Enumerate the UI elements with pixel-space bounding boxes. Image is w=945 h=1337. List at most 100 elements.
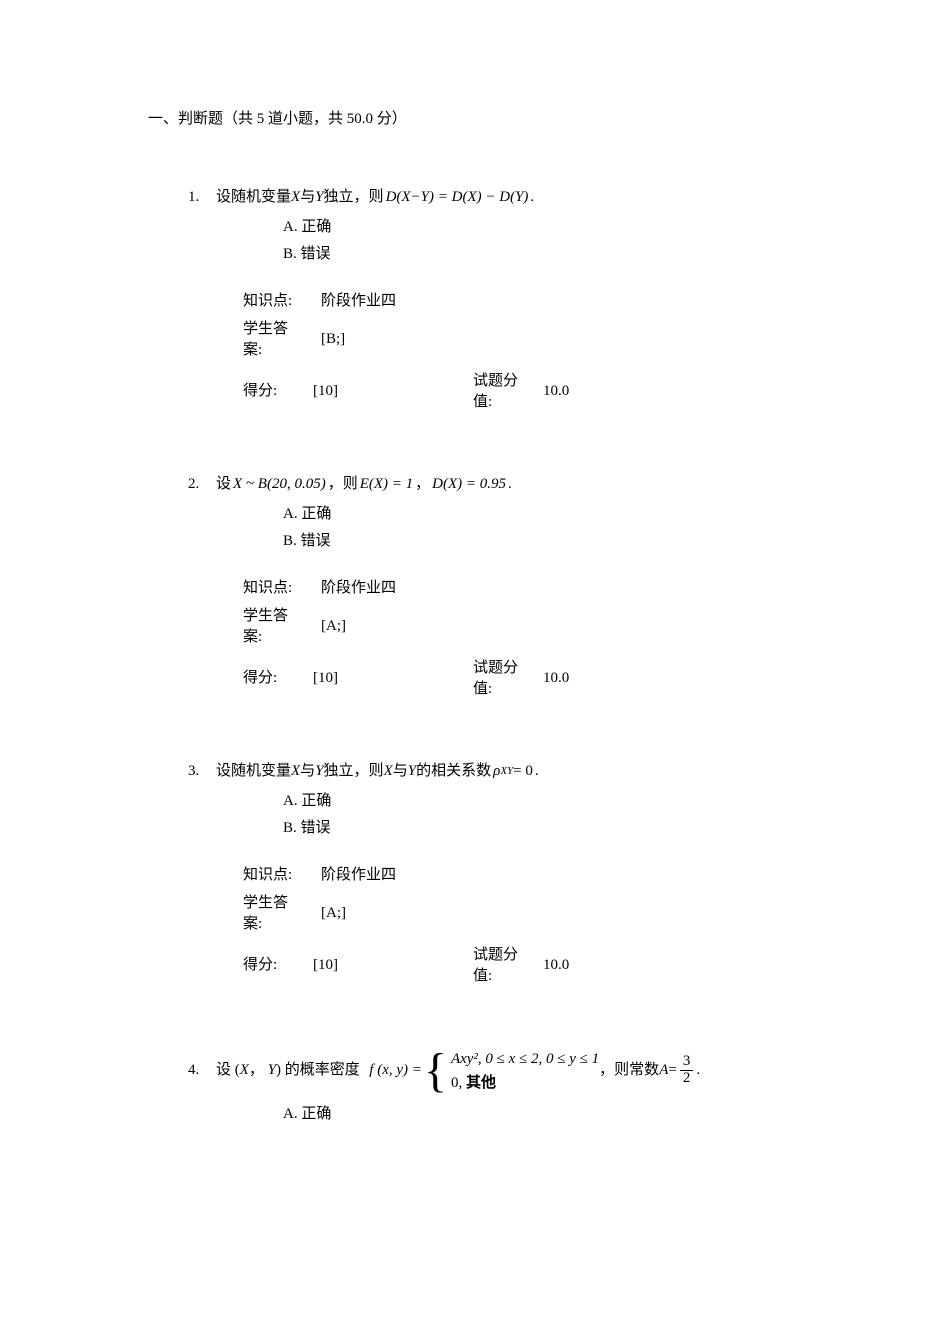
- q1-text-mid1: 与: [300, 186, 315, 209]
- q3-eq: = 0: [513, 760, 533, 783]
- q3-var-x2: X: [384, 760, 393, 783]
- q2-number: 2.: [188, 473, 216, 496]
- q2-shiti-l1: 试题分: [473, 660, 518, 676]
- q2-score-value: [10]: [313, 667, 473, 690]
- q2-answer-value: [A;]: [313, 606, 346, 638]
- q1-answer-label-l2: 案:: [243, 342, 262, 358]
- q2-stem: 设 X ~ B(20, 0.05) ，则 E(X) = 1 ， D(X) = 0…: [216, 473, 512, 496]
- q3-answer-label: 学生答 案:: [243, 893, 313, 935]
- q3-text-mid1: 与: [300, 760, 315, 783]
- q4-f-lead: f (x, y) =: [367, 1059, 424, 1082]
- q4-pw-row2-a: 0,: [451, 1075, 466, 1091]
- q3-shiti-value: 10.0: [533, 954, 569, 977]
- q3-var-y1: Y: [315, 760, 323, 783]
- q4-pw-row2-b: 其他: [466, 1075, 496, 1091]
- q3-text-mid2: 独立，则: [324, 760, 384, 783]
- q2-tail: .: [508, 473, 512, 496]
- question-2: 2. 设 X ~ B(20, 0.05) ，则 E(X) = 1 ， D(X) …: [148, 473, 945, 700]
- q2-text-pre: 设: [216, 473, 231, 496]
- q1-var-y: Y: [315, 186, 323, 209]
- q1-answer-label: 学生答 案:: [243, 319, 313, 361]
- q1-text-mid2: 独立，则: [324, 186, 384, 209]
- q3-shiti-l1: 试题分: [473, 947, 518, 963]
- q1-shiti-l2: 值:: [473, 394, 492, 410]
- q3-knowledge-value: 阶段作业四: [313, 864, 396, 887]
- q2-info: 知识点: 阶段作业四 学生答 案: [A;] 得分: [10] 试题分 值: 1…: [188, 577, 945, 700]
- q2-option-a: A. 正确: [283, 501, 945, 528]
- q3-var-y2: Y: [408, 760, 416, 783]
- q1-score-value: [10]: [313, 380, 473, 403]
- q2-shiti-l2: 值:: [473, 681, 492, 697]
- q2-formula-1: X ~ B(20, 0.05): [231, 473, 328, 496]
- q3-rho-sub: XY: [500, 763, 513, 780]
- q4-brace-icon: {: [424, 1050, 447, 1092]
- q3-score-value: [10]: [313, 954, 473, 977]
- q1-answer-label-l1: 学生答: [243, 321, 288, 337]
- q1-shiti-value: 10.0: [533, 380, 569, 403]
- q4-text-mid: ) 的概率密度: [276, 1059, 360, 1082]
- q2-formula-2: E(X) = 1: [358, 473, 415, 496]
- q4-var-a: A: [659, 1059, 668, 1082]
- q4-fraction: 3 2: [680, 1054, 694, 1087]
- q3-info: 知识点: 阶段作业四 学生答 案: [A;] 得分: [10] 试题分 值: 1…: [188, 864, 945, 987]
- q3-answer-label-l2: 案:: [243, 916, 262, 932]
- q1-score-label: 得分:: [243, 380, 313, 403]
- q1-options: A. 正确 B. 错误: [188, 214, 945, 268]
- q2-shiti-value: 10.0: [533, 667, 569, 690]
- question-3: 3. 设随机变量 X 与 Y 独立，则 X 与 Y 的相关系数 ρXY = 0 …: [148, 760, 945, 987]
- q2-shiti-label: 试题分 值:: [473, 658, 533, 700]
- q4-sep: ，: [249, 1059, 264, 1082]
- q1-knowledge-label: 知识点:: [243, 290, 313, 313]
- q1-text-pre: 设随机变量: [216, 186, 291, 209]
- q2-sep: ，: [415, 473, 430, 496]
- q1-shiti-l1: 试题分: [473, 373, 518, 389]
- q4-frac-num: 3: [680, 1054, 694, 1071]
- q2-answer-label-l2: 案:: [243, 629, 262, 645]
- q4-var-y: Y: [268, 1059, 276, 1082]
- q1-info: 知识点: 阶段作业四 学生答 案: [B;] 得分: [10] 试题分 值: 1…: [188, 290, 945, 413]
- q1-option-b: B. 错误: [283, 241, 945, 268]
- q3-options: A. 正确 B. 错误: [188, 788, 945, 842]
- q2-answer-label-l1: 学生答: [243, 608, 288, 624]
- q1-formula: D(X−Y) = D(X) − D(Y): [384, 186, 531, 209]
- q2-score-label: 得分:: [243, 667, 313, 690]
- q3-text-pre: 设随机变量: [216, 760, 291, 783]
- q4-pw-row2: 0, 其他: [451, 1071, 599, 1095]
- q1-option-a: A. 正确: [283, 214, 945, 241]
- q4-number: 4.: [188, 1059, 216, 1082]
- q3-knowledge-label: 知识点:: [243, 864, 313, 887]
- q3-text-mid3: 与: [393, 760, 408, 783]
- q3-answer-value: [A;]: [313, 893, 346, 925]
- q3-shiti-l2: 值:: [473, 968, 492, 984]
- q4-tail: .: [696, 1059, 700, 1082]
- q4-text-after: ，则常数: [599, 1059, 659, 1082]
- q4-piecewise: { Axy², 0 ≤ x ≤ 2, 0 ≤ y ≤ 1 0, 其他: [424, 1047, 599, 1095]
- q2-options: A. 正确 B. 错误: [188, 501, 945, 555]
- q4-options: A. 正确: [188, 1101, 945, 1128]
- q3-rho: ρXY = 0: [491, 760, 535, 783]
- q3-text-mid4: 的相关系数: [416, 760, 491, 783]
- q4-eq: =: [668, 1059, 676, 1082]
- q1-knowledge-value: 阶段作业四: [313, 290, 396, 313]
- q2-answer-label: 学生答 案:: [243, 606, 313, 648]
- q2-text-mid: ，则: [328, 473, 358, 496]
- q1-shiti-label: 试题分 值:: [473, 371, 533, 413]
- q3-var-x1: X: [291, 760, 300, 783]
- question-4: 4. 设 ( X ， Y ) 的概率密度 f (x, y) = { Axy², …: [148, 1047, 945, 1128]
- section-title: 一、判断题（共 5 道小题，共 50.0 分）: [148, 108, 945, 131]
- q4-option-a: A. 正确: [283, 1101, 945, 1128]
- q4-pw-row1: Axy², 0 ≤ x ≤ 2, 0 ≤ y ≤ 1: [451, 1047, 599, 1071]
- q2-knowledge-label: 知识点:: [243, 577, 313, 600]
- q3-stem: 设随机变量 X 与 Y 独立，则 X 与 Y 的相关系数 ρXY = 0 .: [216, 760, 539, 783]
- q4-frac-den: 2: [680, 1071, 694, 1087]
- q4-text-pre: 设 (: [216, 1059, 240, 1082]
- q3-score-label: 得分:: [243, 954, 313, 977]
- q1-tail: .: [530, 186, 534, 209]
- q3-option-b: B. 错误: [283, 815, 945, 842]
- q3-option-a: A. 正确: [283, 788, 945, 815]
- q3-answer-label-l1: 学生答: [243, 895, 288, 911]
- q4-var-x: X: [240, 1059, 249, 1082]
- question-1: 1. 设随机变量 X 与 Y 独立，则 D(X−Y) = D(X) − D(Y)…: [148, 186, 945, 413]
- q3-number: 3.: [188, 760, 216, 783]
- q3-tail: .: [535, 760, 539, 783]
